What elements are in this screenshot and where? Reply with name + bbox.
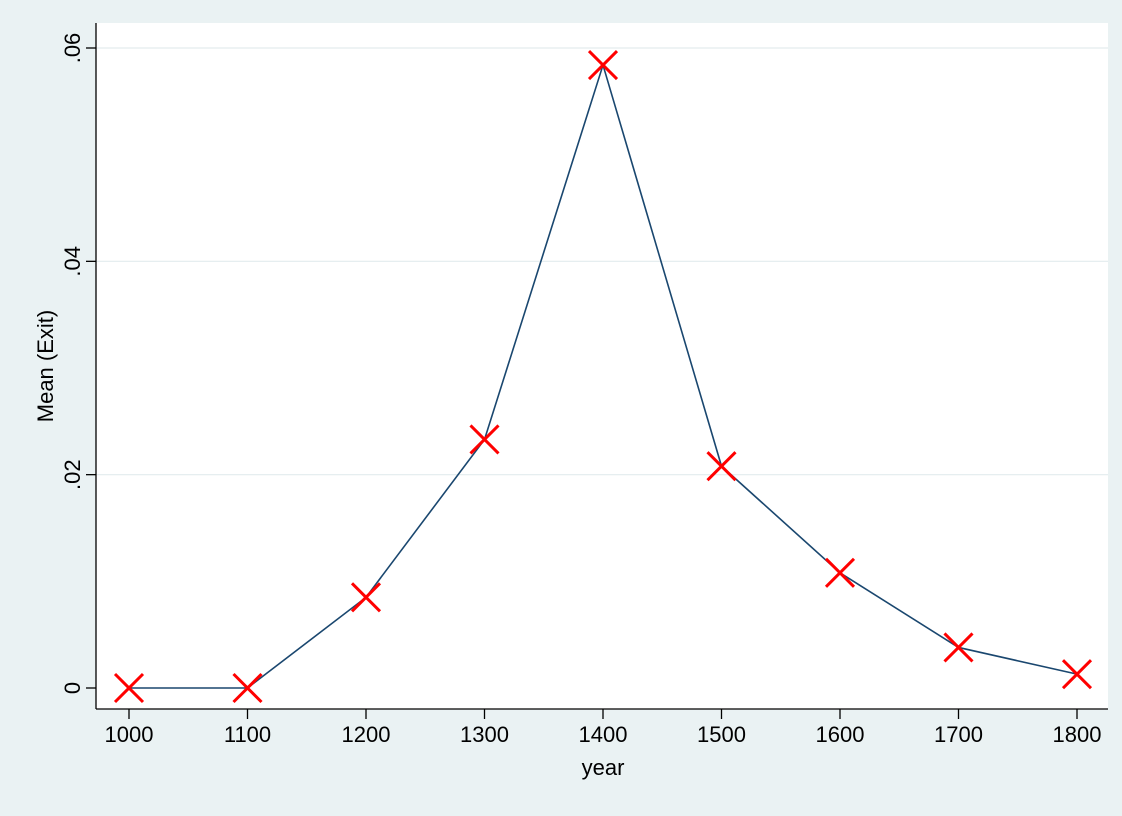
y-tick-label: .02	[60, 459, 85, 490]
data-point-marker	[232, 672, 263, 704]
x-tick-label: 1500	[697, 722, 746, 747]
x-tick-label: 1000	[105, 722, 154, 747]
data-point-marker	[943, 632, 974, 663]
x-tick-label: 1200	[342, 722, 391, 747]
data-point-marker	[469, 424, 500, 455]
grid	[96, 47, 1108, 476]
data-point-marker	[706, 451, 737, 482]
x-axis-title: year	[582, 755, 625, 780]
y-tick-label: .06	[60, 33, 85, 64]
x-tick-label: 1400	[579, 722, 628, 747]
x-tick-label: 1800	[1053, 722, 1102, 747]
data-point-marker	[824, 557, 856, 588]
plot-area	[96, 23, 1108, 709]
data-point-marker	[1061, 659, 1093, 690]
y-ticks: 0 .02 .04 .06	[60, 33, 96, 694]
data-point-marker	[113, 672, 145, 704]
y-axis-title: Mean (Exit)	[33, 310, 58, 422]
series	[113, 50, 1093, 704]
y-tick-label: 0	[60, 682, 85, 694]
x-tick-label: 1600	[816, 722, 865, 747]
x-tick-label: 1100	[224, 722, 271, 747]
data-point-marker	[350, 582, 382, 613]
x-tick-label: 1700	[934, 722, 983, 747]
y-tick-label: .04	[60, 246, 85, 277]
x-ticks: 1000 1100 1200 1300 1400 1500 1600 1700 1800	[105, 709, 1102, 747]
data-point-marker	[587, 50, 619, 81]
x-tick-label: 1300	[460, 722, 509, 747]
